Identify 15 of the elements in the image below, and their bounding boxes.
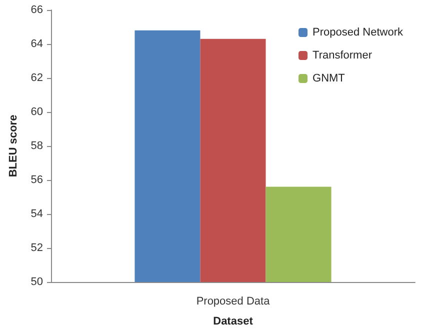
y-tick-label: 56	[30, 174, 43, 186]
x-axis-title: Dataset	[213, 316, 254, 328]
y-tick-label: 66	[30, 4, 43, 16]
legend-label: Transformer	[312, 50, 372, 62]
y-tick-label: 64	[30, 38, 43, 50]
y-tick-label: 58	[30, 140, 43, 152]
legend-label: GNMT	[312, 72, 346, 84]
x-tick-label: Proposed Data	[196, 296, 271, 308]
y-tick-label: 62	[30, 72, 43, 84]
y-axis-title: BLEU score	[8, 114, 20, 178]
y-tick-label: 50	[30, 276, 43, 288]
y-tick-label: 52	[30, 242, 43, 254]
y-tick-label: 54	[30, 208, 43, 220]
legend-label: Proposed Network	[312, 26, 404, 38]
y-tick-label: 60	[30, 106, 43, 118]
